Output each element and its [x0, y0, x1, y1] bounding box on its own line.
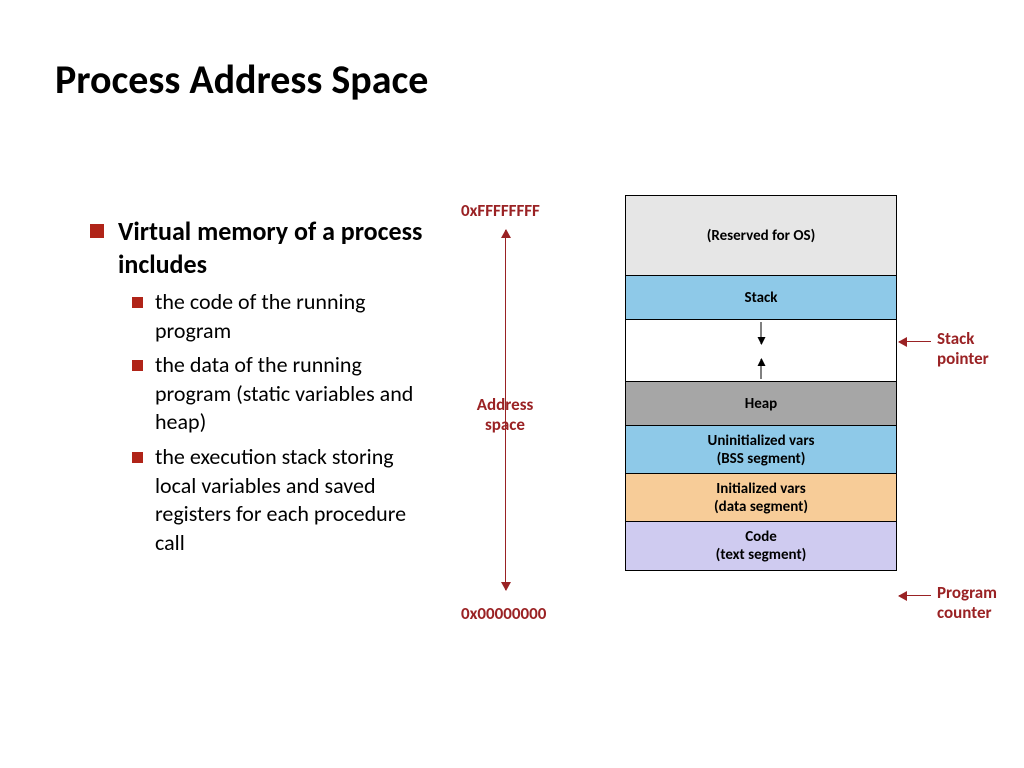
program-counter-arrow	[899, 595, 931, 596]
square-bullet-icon	[132, 452, 143, 463]
memory-segment: Uninitialized vars(BSS segment)	[626, 426, 896, 474]
sub-bullet-text: the code of the running program	[155, 288, 430, 345]
address-bottom-label: 0x00000000	[461, 603, 546, 624]
memory-diagram: 0xFFFFFFFF 0x00000000 Addressspace (Rese…	[445, 195, 1005, 645]
main-bullet: Virtual memory of a process includes	[90, 215, 430, 280]
memory-segment: Initialized vars(data segment)	[626, 474, 896, 522]
address-axis-label: Addressspace	[445, 395, 565, 436]
square-bullet-icon	[132, 360, 143, 371]
memory-layout-stack: (Reserved for OS)Stack HeapUninitialized …	[625, 195, 897, 571]
square-bullet-icon	[90, 224, 104, 238]
address-top-label: 0xFFFFFFFF	[461, 200, 540, 221]
stack-grow-down-icon	[761, 322, 762, 344]
square-bullet-icon	[132, 297, 143, 308]
main-bullet-text: Virtual memory of a process includes	[118, 215, 430, 280]
bullet-content: Virtual memory of a process includes the…	[90, 215, 430, 563]
memory-segment: Stack	[626, 276, 896, 320]
memory-segment: Code(text segment)	[626, 522, 896, 570]
stack-pointer-label: Stackpointer	[937, 329, 989, 370]
heap-stack-grow-arrows	[751, 320, 771, 381]
memory-segment: (Reserved for OS)	[626, 196, 896, 276]
sub-bullet-text: the execution stack storing local variab…	[155, 443, 430, 557]
program-counter-label: Programcounter	[937, 583, 997, 624]
sub-bullet: the data of the running program (static …	[132, 351, 430, 437]
memory-segment: Heap	[626, 382, 896, 426]
heap-grow-up-icon	[761, 359, 762, 379]
stack-pointer-arrow	[899, 341, 931, 342]
slide-title: Process Address Space	[55, 55, 428, 104]
memory-segment	[626, 320, 896, 382]
sub-bullet-text: the data of the running program (static …	[155, 351, 430, 437]
sub-bullet: the code of the running program	[132, 288, 430, 345]
sub-bullet-list: the code of the running program the data…	[132, 288, 430, 557]
sub-bullet: the execution stack storing local variab…	[132, 443, 430, 557]
